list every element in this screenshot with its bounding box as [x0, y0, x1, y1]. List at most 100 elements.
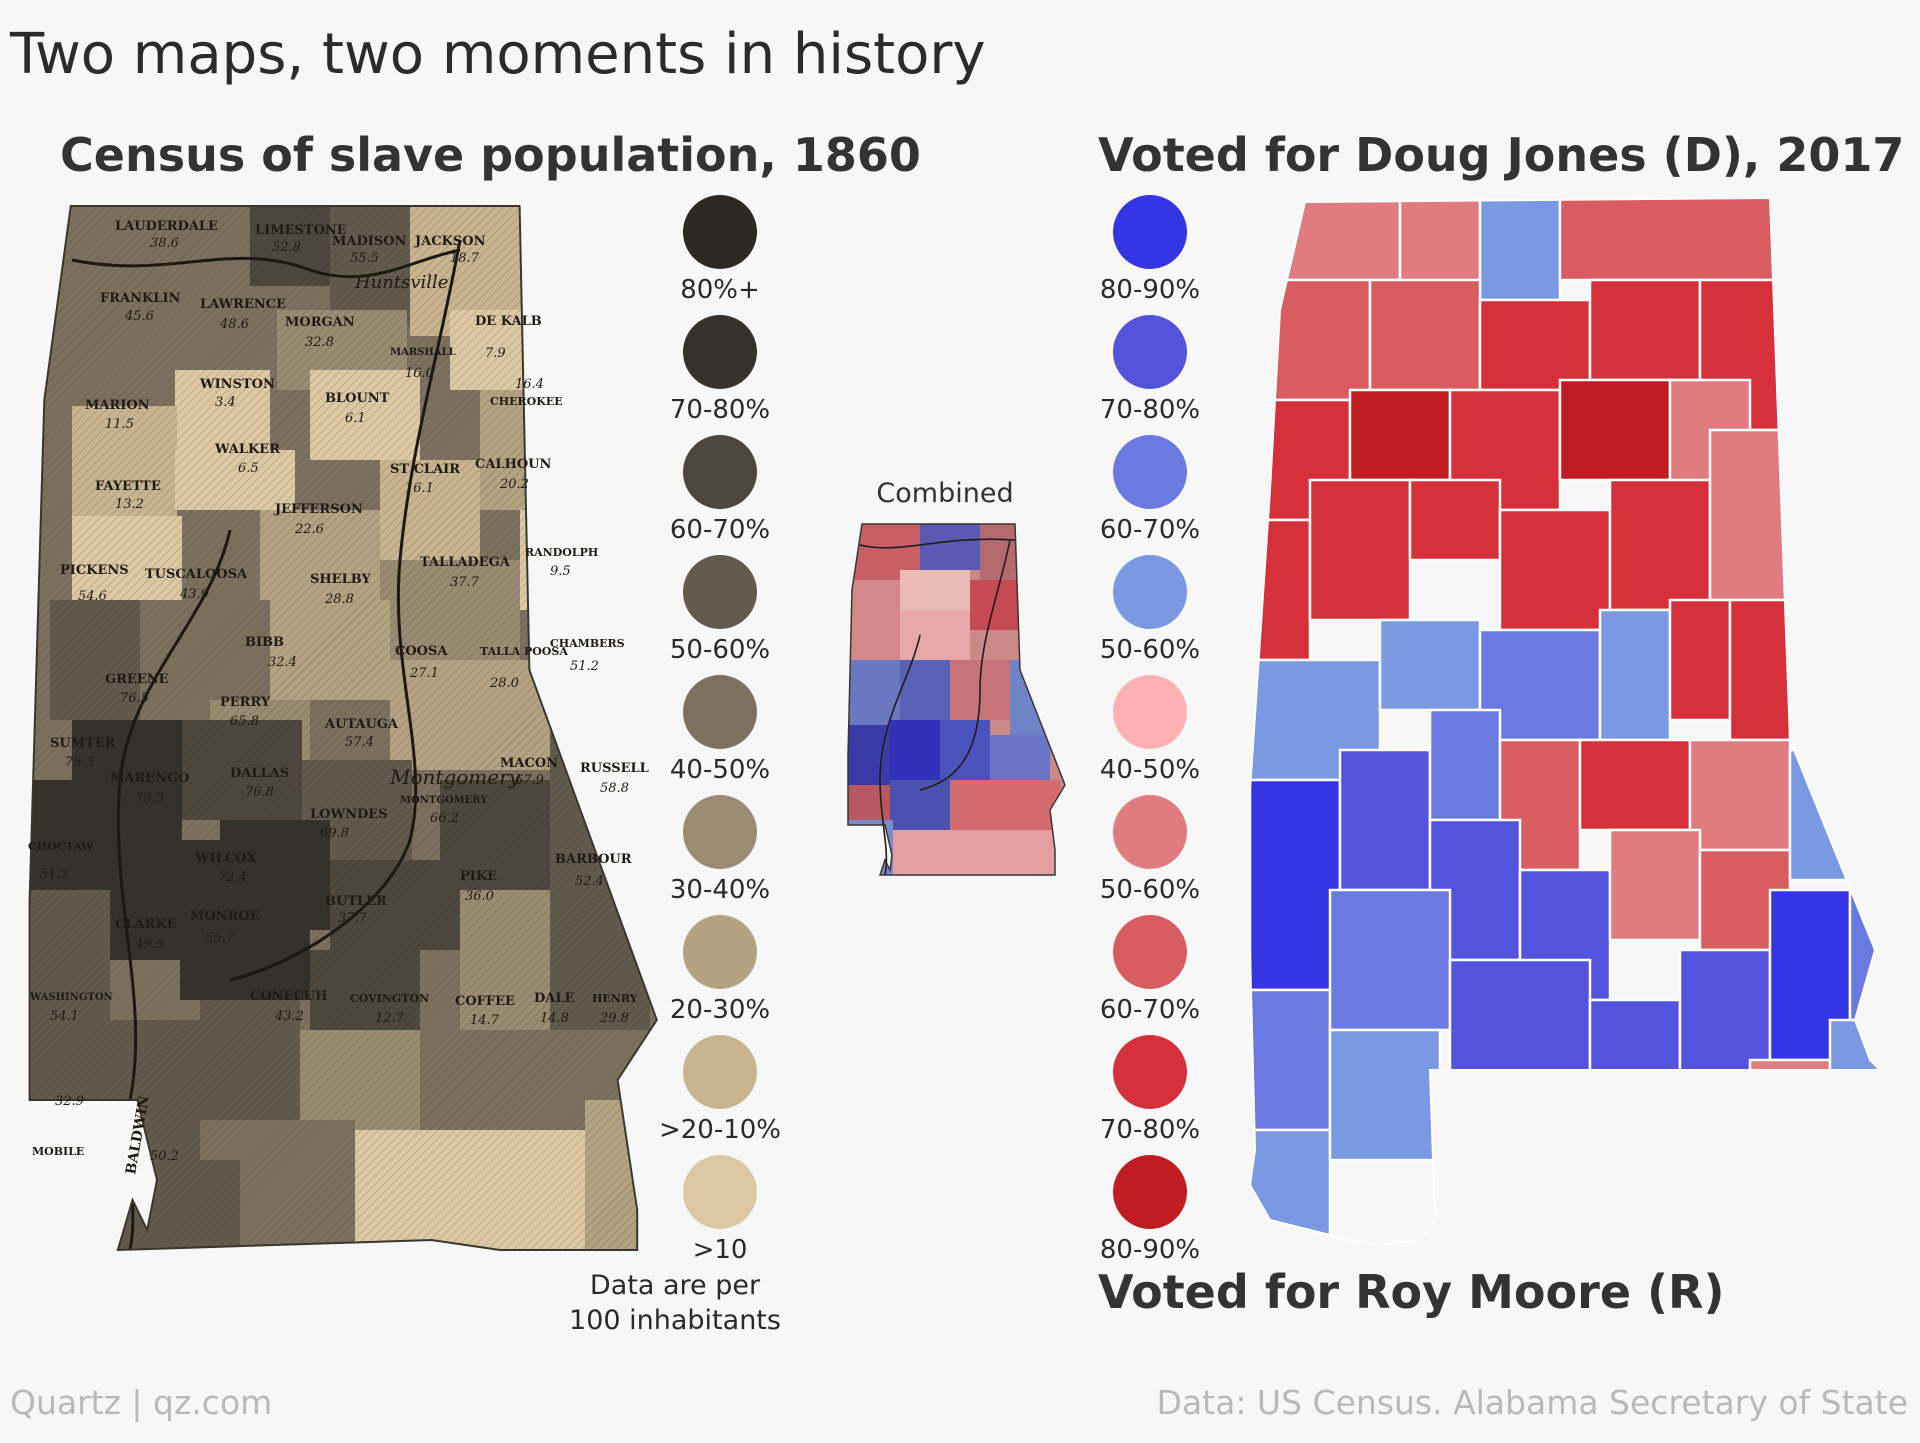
slave-legend: 80%+ 70-80% 60-70% 50-60% 40-50% 30-40% 20-30%… [650, 195, 790, 1275]
county-shape [1498, 508, 1612, 632]
county-shape [1338, 748, 1432, 892]
slave-legend-label: 60-70% [669, 515, 771, 545]
county-shape [1328, 888, 1452, 1032]
county-label: CHOCTAW [28, 840, 94, 853]
county-label: TALLA POOSA [480, 645, 568, 658]
county-label: ST CLAIR [390, 462, 460, 477]
slave-legend-swatch [683, 1155, 757, 1229]
county-value: 3.4 [215, 395, 236, 410]
county-shape [1608, 478, 1712, 612]
county-label: TALLADEGA [420, 555, 511, 570]
county-value: 54.1 [50, 1009, 79, 1024]
county-value: 67.9 [515, 773, 544, 788]
data-note: Data are per 100 inhabitants [540, 1268, 810, 1338]
data-note-line2: 100 inhabitants [569, 1305, 781, 1336]
county-label: MARION [85, 398, 150, 413]
county-value: 49.5 [134, 937, 164, 952]
slave-legend-label: 30-40% [669, 875, 771, 905]
county-label: SUMTER [50, 736, 116, 751]
county-value: 16.1 [405, 481, 434, 496]
slave-legend-label: 40-50% [669, 755, 771, 785]
county-shape [1478, 198, 1562, 302]
jones-vote-subtitle: Voted for Doug Jones (D), 2017 [1098, 128, 1905, 182]
county-label: MARENGO [110, 771, 190, 786]
slave-legend-label: 70-80% [669, 395, 771, 425]
slave-legend-item: 50-60% [650, 555, 790, 675]
slave-legend-item: 40-50% [650, 675, 790, 795]
county-label: BIBB [245, 635, 284, 650]
county-label: WILCOX [194, 851, 257, 866]
county-shape [1308, 478, 1412, 622]
county-shape [1788, 748, 1880, 882]
vote-county-shapes [1250, 198, 1880, 1245]
county-value: 78.3 [135, 791, 164, 806]
county-shape [1250, 1128, 1332, 1245]
slave-legend-item: >10 [650, 1155, 790, 1275]
slave-legend-label: 20-30% [669, 995, 771, 1025]
county-shape [1728, 598, 1792, 742]
county-value: 55.5 [350, 251, 379, 266]
vote-legend-item: 70-80% [1080, 1035, 1220, 1155]
county-label: FAYETTE [95, 479, 161, 494]
county-value: 52.4 [575, 874, 604, 889]
combined-map [847, 523, 1066, 876]
county-label: MARSHALL [390, 347, 456, 358]
county-shape [1378, 618, 1482, 712]
county-shape [1688, 738, 1792, 852]
county-value: 65.8 [230, 714, 259, 729]
county-label: MONROE [190, 909, 260, 924]
county-value: 50.2 [150, 1149, 179, 1164]
county-shape [1558, 378, 1672, 482]
vote-legend-swatch [1113, 435, 1187, 509]
county-label: SHELBY [310, 572, 371, 587]
county-shape [1448, 958, 1592, 1082]
slave-legend-swatch [683, 195, 757, 269]
county-value: 32.8 [305, 335, 334, 350]
county-label: WASHINGTON [29, 992, 113, 1003]
county-value: 14.7 [470, 1013, 500, 1028]
county-label: WALKER [214, 442, 280, 457]
county-shape [1250, 278, 1372, 402]
county-shape [520, 510, 600, 610]
vote-legend-swatch [1113, 1155, 1187, 1229]
combined-label: Combined [876, 478, 1014, 509]
vote-legend-label: 80-90% [1099, 1235, 1201, 1265]
county-label: BUTLER [325, 894, 387, 909]
slave-legend-swatch [683, 795, 757, 869]
page-title: Two maps, two moments in history [10, 22, 986, 87]
county-value: 57.4 [345, 735, 374, 750]
county-shape [1668, 598, 1732, 722]
county-label: BARBOUR [555, 852, 632, 867]
county-value: 22.6 [294, 522, 324, 537]
county-label: DALLAS [230, 766, 289, 781]
slave-legend-label: 50-60% [669, 635, 771, 665]
county-label: AUTAUGA [324, 717, 399, 732]
county-value: 76.8 [245, 785, 274, 800]
county-value: 69.8 [320, 826, 349, 841]
city-label: Montgomery [389, 765, 521, 789]
county-value: 16.4 [515, 377, 544, 392]
vote-legend-swatch [1113, 915, 1187, 989]
slave-legend-swatch [683, 915, 757, 989]
county-value: 54.6 [78, 589, 107, 604]
moore-vote-subtitle: Voted for Roy Moore (R) [1098, 1265, 1725, 1319]
county-value: 6.5 [238, 461, 259, 476]
vote-legend-label: 60-70% [1099, 995, 1201, 1025]
vote-legend-swatch [1113, 195, 1187, 269]
county-value: 38.6 [150, 236, 179, 251]
county-value: 48.6 [219, 317, 249, 332]
county-label: LOWNDES [310, 807, 388, 822]
slave-legend-swatch [683, 555, 757, 629]
county-label: MOBILE [32, 1145, 84, 1158]
county-value: 14.8 [540, 1011, 569, 1026]
vote-legend-item: 60-70% [1080, 915, 1220, 1035]
slave-legend-item: 70-80% [650, 315, 790, 435]
county-value: 58.8 [600, 781, 629, 796]
county-label: CHEROKEE [490, 395, 563, 408]
county-label: CALHOUN [475, 457, 552, 472]
slave-legend-swatch [683, 435, 757, 509]
county-value: 43.2 [274, 1009, 304, 1024]
vote-legend-item: 80-90% [1080, 1155, 1220, 1275]
county-label: FRANKLIN [100, 291, 181, 306]
county-labels: LAUDERDALE 38.6 LIMESTONE 52.8 MADISON 5… [28, 219, 649, 1176]
